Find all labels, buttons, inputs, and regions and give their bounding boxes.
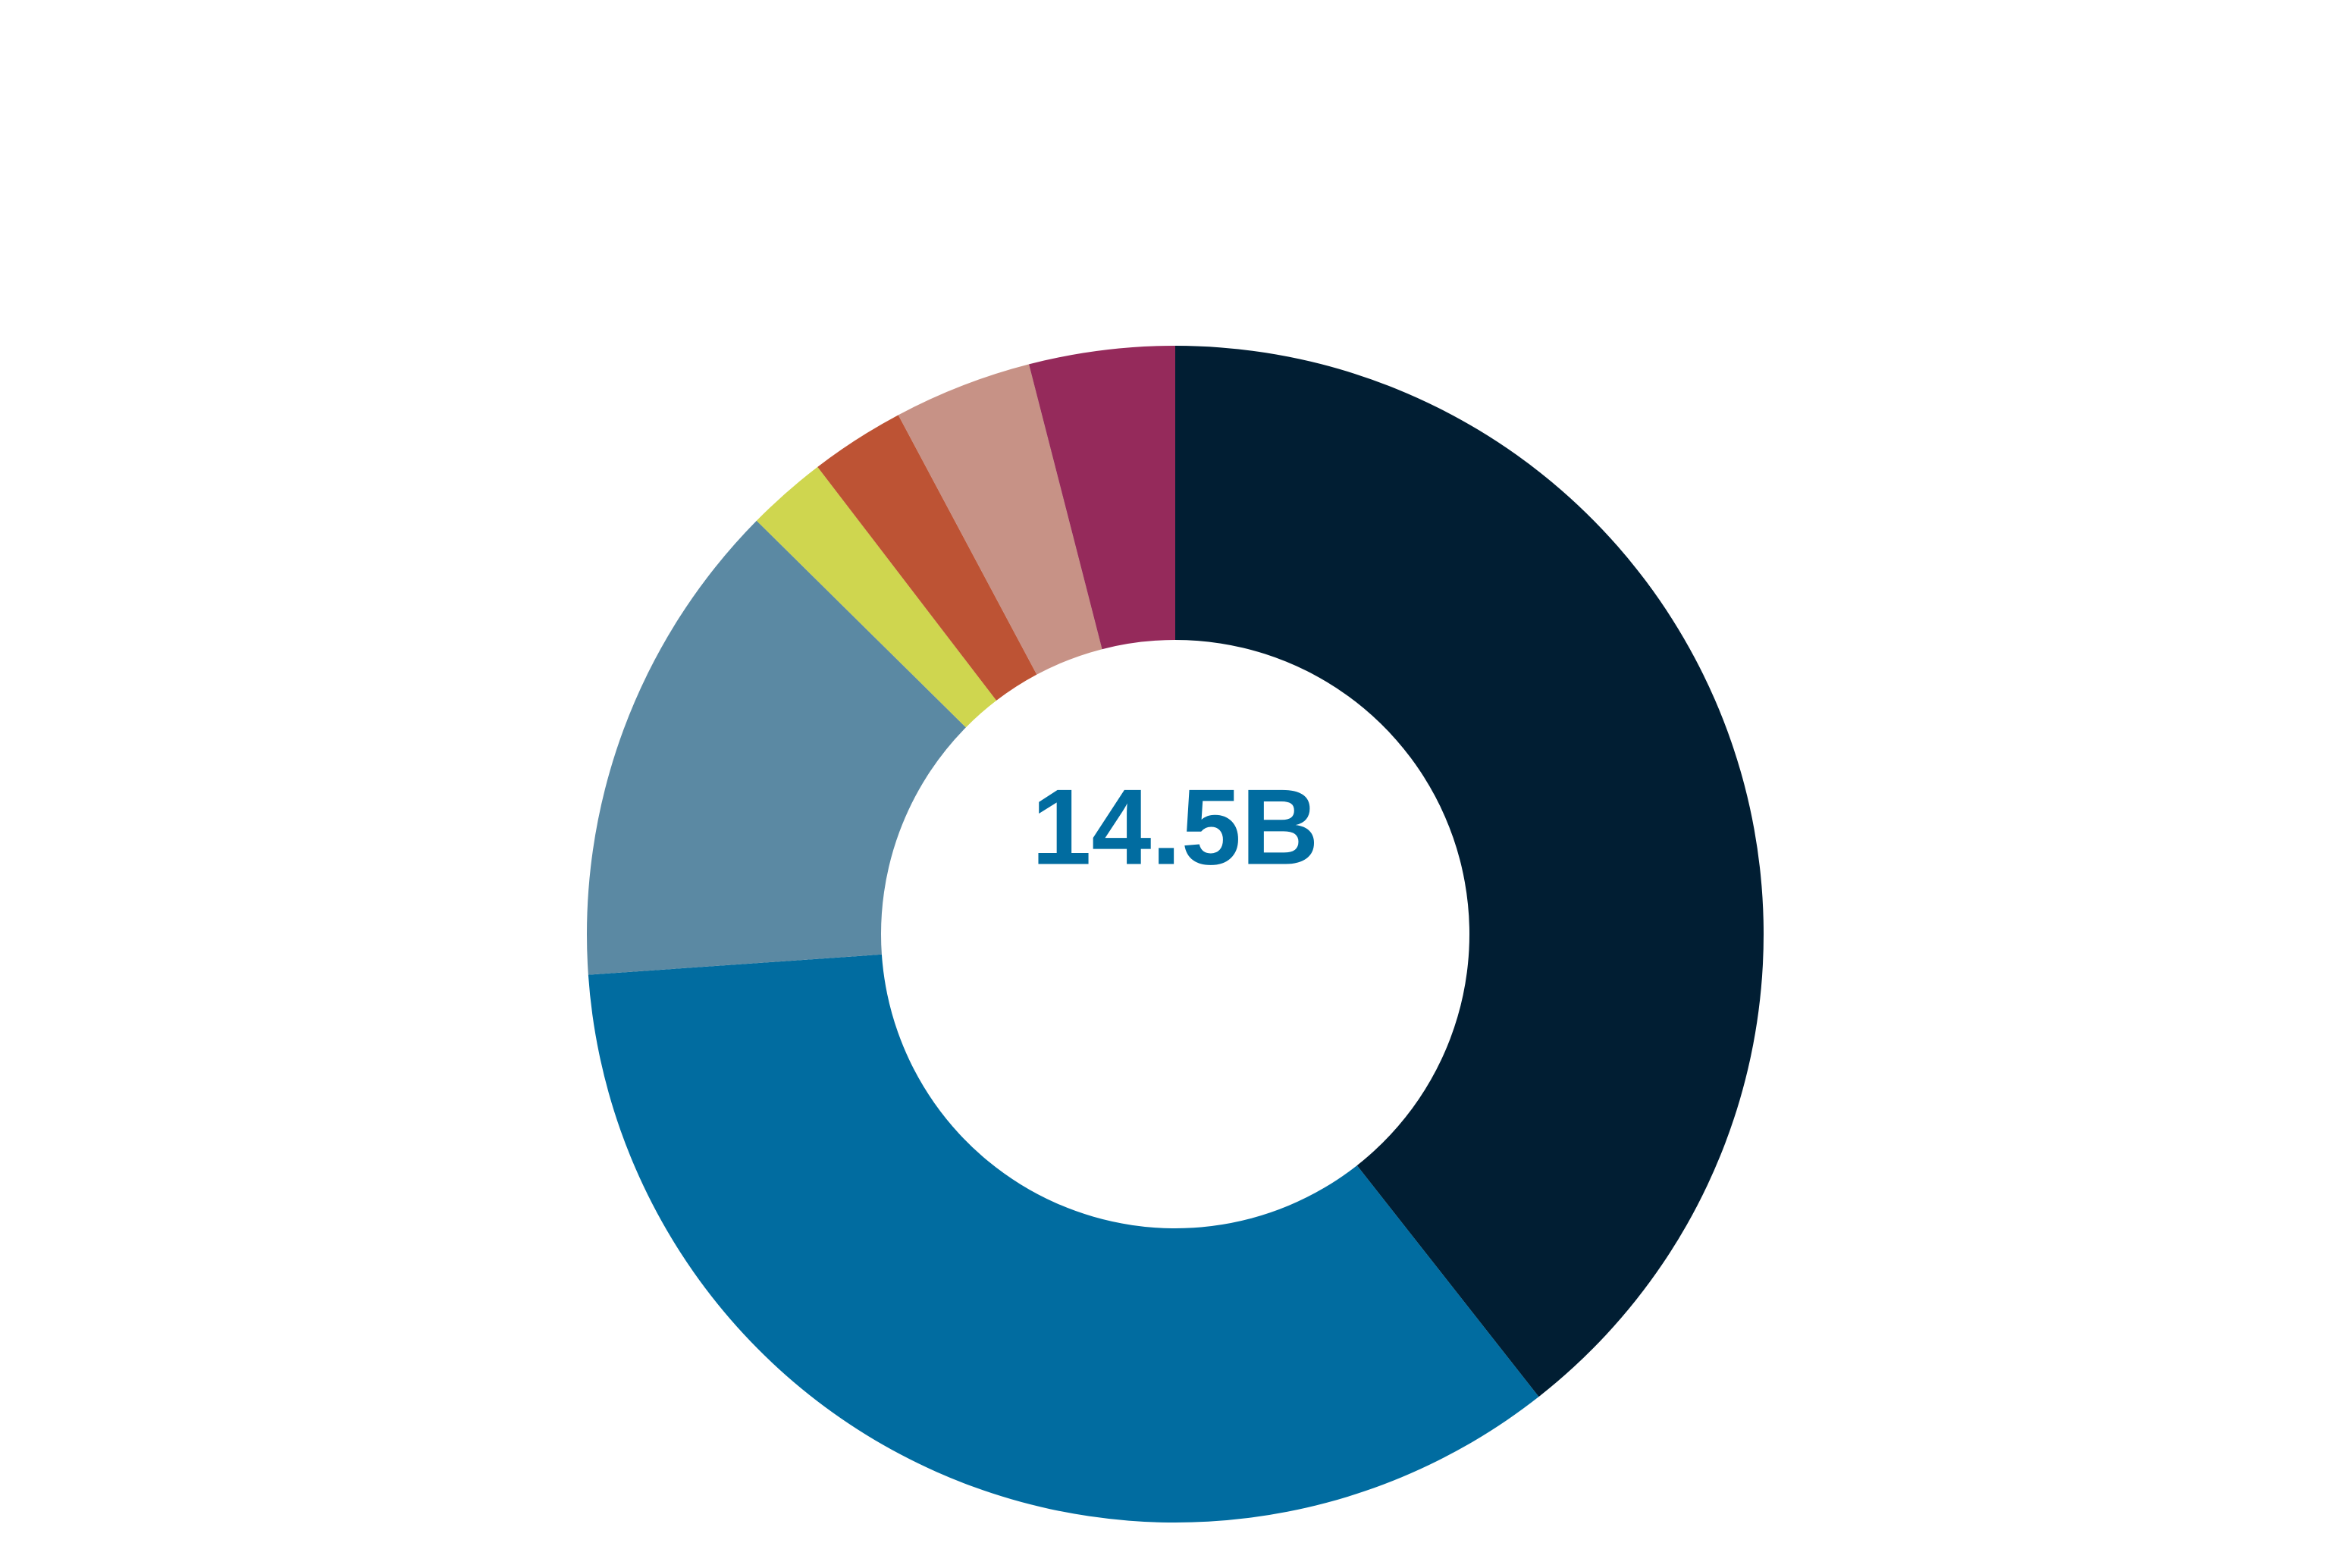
donut-slice-2 bbox=[588, 954, 1539, 1523]
donut-slices bbox=[587, 346, 1764, 1523]
donut-slice-3 bbox=[587, 520, 966, 975]
donut-center-total: 14.5B bbox=[1032, 767, 1319, 888]
donut-slice-7 bbox=[1029, 346, 1175, 650]
donut-slice-6 bbox=[898, 364, 1102, 675]
donut-slice-5 bbox=[817, 415, 1037, 701]
donut-slice-1 bbox=[1175, 346, 1764, 1397]
donut-slice-4 bbox=[756, 466, 997, 728]
